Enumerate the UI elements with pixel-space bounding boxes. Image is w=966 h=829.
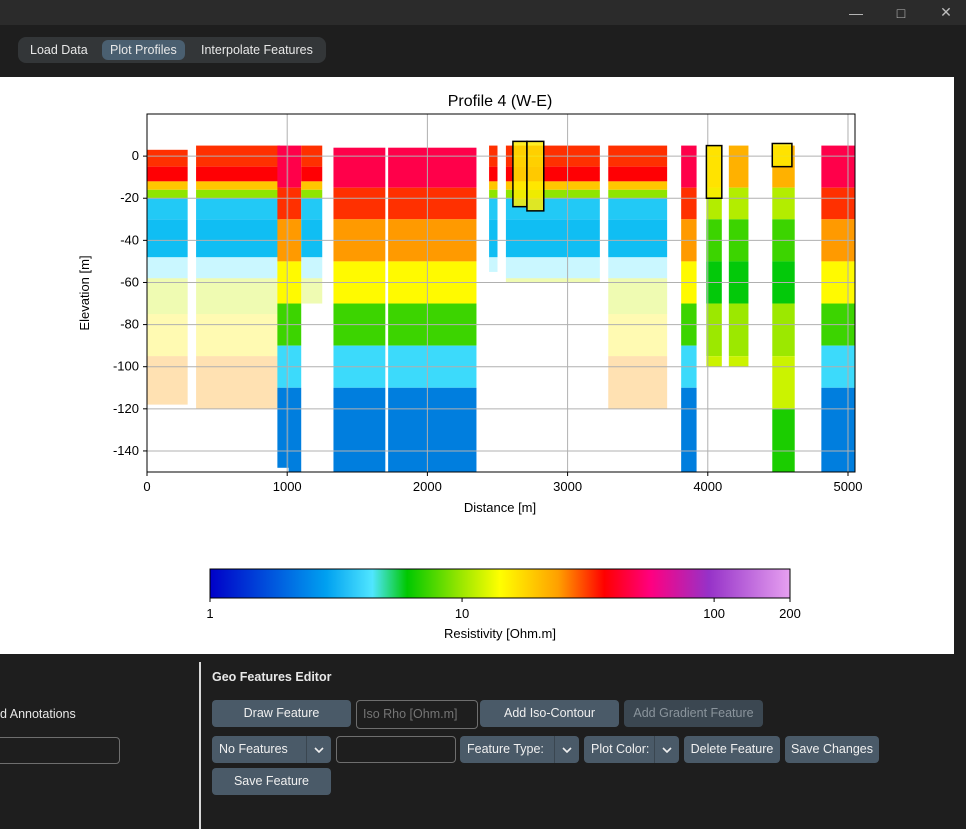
y-ticks: 0 -20 -40 -60 -80 -100 -120 -140 (113, 148, 147, 458)
x-tick-label: 0 (143, 479, 150, 494)
feature-box[interactable] (705, 144, 723, 199)
window-titlebar: — □ ✕ (0, 0, 966, 25)
iso-rho-input[interactable] (356, 700, 478, 729)
maximize-icon[interactable]: □ (896, 4, 906, 21)
minimize-icon[interactable]: — (849, 4, 863, 21)
feature-box[interactable] (526, 140, 545, 212)
y-tick-label: -40 (120, 232, 139, 247)
geo-features (512, 140, 793, 212)
features-select-value: No Features (219, 742, 288, 756)
annotations-title: d Annotations (0, 707, 76, 721)
colorbar-tick-label: 100 (703, 606, 725, 621)
add-iso-contour-button[interactable]: Add Iso-Contour (480, 700, 619, 727)
panel-divider (199, 662, 201, 829)
x-tick-label: 5000 (834, 479, 863, 494)
plot-color-label: Plot Color: (591, 742, 650, 756)
x-axis-label: Distance [m] (464, 500, 536, 515)
feature-name-input[interactable] (336, 736, 456, 763)
colorbar-tick-label: 1 (206, 606, 213, 621)
tab-load-data[interactable]: Load Data (30, 43, 88, 57)
x-tick-label: 4000 (693, 479, 722, 494)
colorbar-ticks: 1 10 100 200 (206, 598, 801, 621)
feature-type-label: Feature Type: (467, 742, 544, 756)
tab-bar: Load Data Plot Profiles Interpolate Feat… (0, 25, 966, 77)
plot-canvas[interactable]: Profile 4 (W-E) 0 1000 2000 3000 4000 5000 0 -… (0, 77, 954, 654)
chart-title: Profile 4 (W-E) (448, 93, 553, 110)
tab-plot-profiles[interactable]: Plot Profiles (102, 40, 185, 60)
plot-color-select[interactable]: Plot Color: (584, 736, 679, 763)
colorbar-tick-label: 10 (455, 606, 469, 621)
colorbar (209, 568, 791, 599)
resistivity-sections (147, 145, 855, 472)
y-axis-label: Elevation [m] (77, 255, 92, 330)
feature-type-select[interactable]: Feature Type: (460, 736, 579, 763)
x-tick-label: 2000 (413, 479, 442, 494)
colorbar-label: Resistivity [Ohm.m] (444, 626, 556, 641)
draw-feature-button[interactable]: Draw Feature (212, 700, 351, 727)
delete-feature-button[interactable]: Delete Feature (684, 736, 780, 763)
x-ticks: 0 1000 2000 3000 4000 5000 (143, 472, 862, 494)
y-tick-label: -80 (120, 317, 139, 332)
close-icon[interactable]: ✕ (940, 4, 952, 20)
y-tick-label: -120 (113, 401, 139, 416)
tab-interpolate-features[interactable]: Interpolate Features (201, 43, 313, 57)
x-tick-label: 3000 (553, 479, 582, 494)
save-changes-button[interactable]: Save Changes (785, 736, 879, 763)
y-tick-label: -20 (120, 190, 139, 205)
add-gradient-feature-button[interactable]: Add Gradient Feature (624, 700, 763, 727)
chevron-down-icon (306, 736, 331, 763)
axes-frame (146, 113, 856, 473)
editor-title: Geo Features Editor (212, 670, 332, 684)
colorbar-tick-label: 200 (779, 606, 801, 621)
tab-group: Load Data Plot Profiles Interpolate Feat… (18, 37, 326, 63)
feature-box[interactable] (771, 142, 793, 168)
annotation-input[interactable] (0, 737, 120, 764)
chevron-down-icon (654, 736, 679, 763)
chevron-down-icon (554, 736, 579, 763)
profile-chart: Profile 4 (W-E) 0 1000 2000 3000 4000 5000 0 -… (77, 93, 862, 641)
x-tick-label: 1000 (273, 479, 302, 494)
save-feature-button[interactable]: Save Feature (212, 768, 331, 795)
y-tick-label: 0 (132, 148, 139, 163)
y-tick-label: -100 (113, 359, 139, 374)
y-tick-label: -140 (113, 443, 139, 458)
y-tick-label: -60 (120, 274, 139, 289)
features-select[interactable]: No Features (212, 736, 331, 763)
feature-box[interactable] (512, 140, 528, 208)
